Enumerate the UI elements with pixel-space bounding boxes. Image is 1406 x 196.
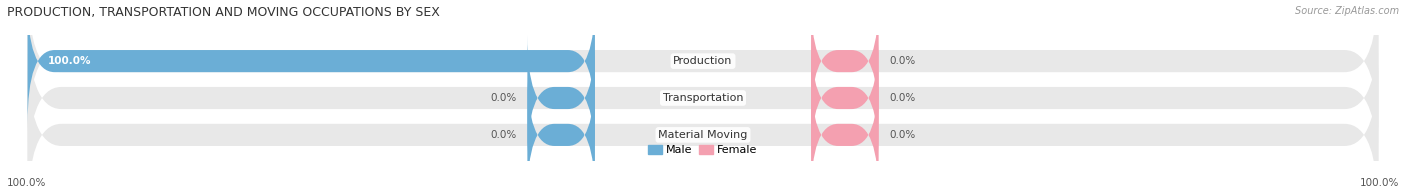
Text: 100.0%: 100.0% [48,56,91,66]
Text: 0.0%: 0.0% [890,130,915,140]
Text: Material Moving: Material Moving [658,130,748,140]
FancyBboxPatch shape [811,0,879,124]
Text: Transportation: Transportation [662,93,744,103]
FancyBboxPatch shape [811,72,879,196]
Text: Source: ZipAtlas.com: Source: ZipAtlas.com [1295,6,1399,16]
FancyBboxPatch shape [28,54,1378,196]
FancyBboxPatch shape [28,0,1378,142]
FancyBboxPatch shape [811,35,879,161]
Text: 0.0%: 0.0% [890,56,915,66]
Text: 100.0%: 100.0% [7,178,46,188]
FancyBboxPatch shape [527,35,595,161]
Legend: Male, Female: Male, Female [648,145,758,155]
FancyBboxPatch shape [28,0,595,124]
Text: Production: Production [673,56,733,66]
Text: PRODUCTION, TRANSPORTATION AND MOVING OCCUPATIONS BY SEX: PRODUCTION, TRANSPORTATION AND MOVING OC… [7,6,440,19]
Text: 0.0%: 0.0% [491,130,516,140]
Text: 0.0%: 0.0% [491,93,516,103]
Text: 100.0%: 100.0% [1360,178,1399,188]
FancyBboxPatch shape [28,17,1378,179]
FancyBboxPatch shape [527,72,595,196]
Text: 0.0%: 0.0% [890,93,915,103]
